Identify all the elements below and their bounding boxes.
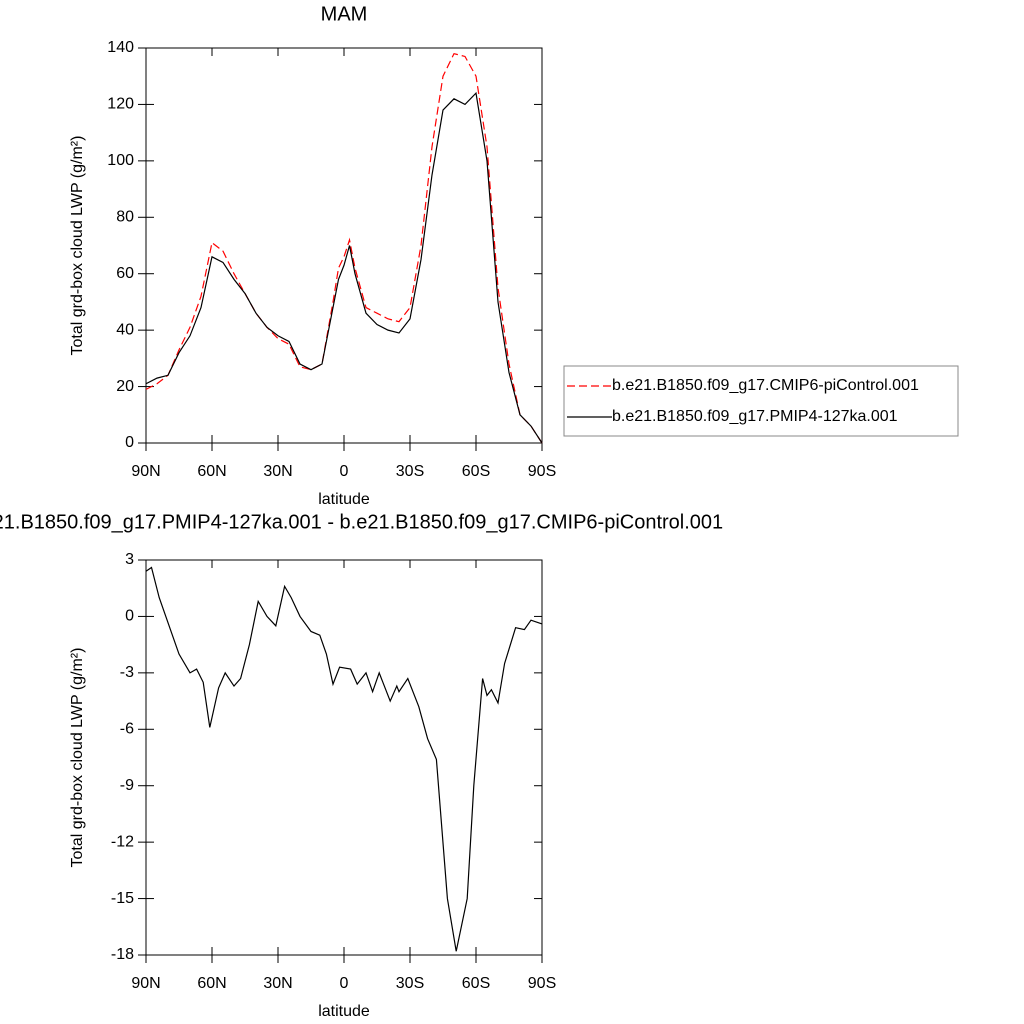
plot-frame (145, 559, 543, 956)
y-tick-label: 20 (116, 378, 134, 395)
y-tick-label: -3 (120, 664, 134, 681)
y-tick-label: 60 (116, 265, 134, 282)
x-tick-label: 30N (263, 463, 292, 480)
x-tick-label: 0 (340, 975, 349, 992)
y-tick-label: 0 (125, 608, 134, 625)
x-tick-label: 90S (528, 975, 556, 992)
x-tick-label: 60N (197, 975, 226, 992)
y-tick-label: -9 (120, 777, 134, 794)
y-tick-label: 120 (107, 96, 134, 113)
x-axis-label: latitude (318, 1003, 370, 1020)
y-axis-label: Total grd-box cloud LWP (g/m²) (69, 648, 86, 868)
x-tick-label: 30N (263, 975, 292, 992)
y-tick-label: 100 (107, 152, 134, 169)
y-tick-label: -15 (111, 890, 134, 907)
chart-title: MAM (321, 3, 368, 25)
x-tick-label: 30S (396, 463, 424, 480)
x-tick-label: 60S (462, 463, 490, 480)
y-tick-label: 80 (116, 209, 134, 226)
y-axis-label: Total grd-box cloud LWP (g/m²) (69, 136, 86, 356)
x-axis-label: latitude (318, 491, 370, 508)
x-tick-label: 30S (396, 975, 424, 992)
y-tick-label: 0 (125, 434, 134, 451)
y-tick-label: 140 (107, 39, 134, 56)
y-tick-label: 3 (125, 551, 134, 568)
plot-frame (145, 47, 543, 444)
data-line (145, 566, 543, 952)
x-tick-label: 90S (528, 463, 556, 480)
legend-box (563, 365, 959, 437)
legend-label: b.e21.B1850.f09_g17.PMIP4-127ka.001 (612, 408, 898, 425)
y-tick-label: 40 (116, 321, 134, 338)
data-line (145, 91, 543, 444)
y-tick-label: -12 (111, 833, 134, 850)
x-tick-label: 0 (340, 463, 349, 480)
y-tick-label: -18 (111, 946, 134, 963)
x-tick-label: 90N (131, 975, 160, 992)
chart-title: b.e21.B1850.f09_g17.PMIP4-127ka.001 - b.… (0, 511, 723, 533)
x-tick-label: 60S (462, 975, 490, 992)
data-line (145, 52, 543, 444)
legend-label: b.e21.B1850.f09_g17.CMIP6-piControl.001 (612, 377, 919, 394)
y-tick-label: -6 (120, 721, 134, 738)
x-tick-label: 90N (131, 463, 160, 480)
x-tick-label: 60N (197, 463, 226, 480)
